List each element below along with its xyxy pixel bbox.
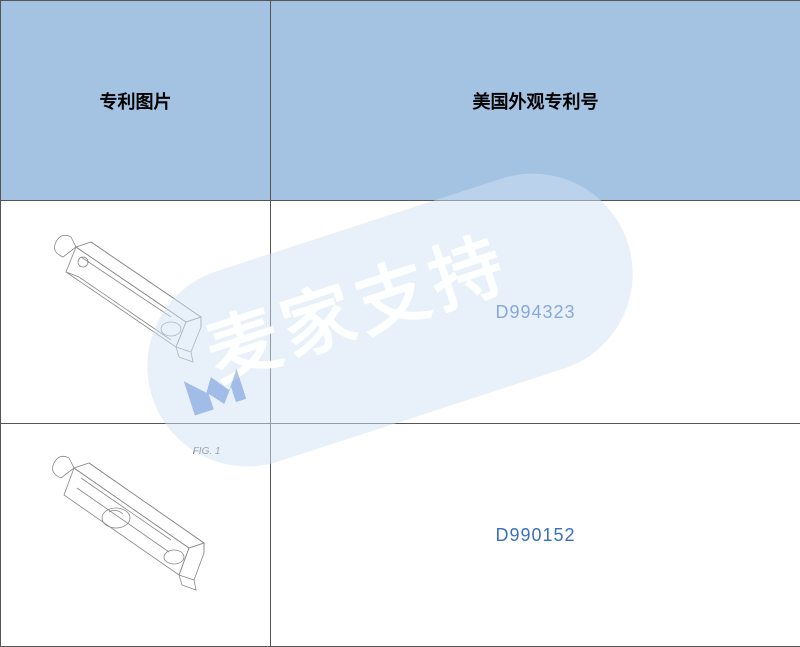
patent-drawing-0 [21,217,251,407]
patent-number-1: D990152 [495,525,575,545]
patent-number-0: D994323 [495,302,575,322]
patent-drawing-1: FIG. 1 [21,440,251,630]
col-header-image: 专利图片 [1,1,271,201]
patent-number-cell-1: D990152 [271,424,800,647]
patent-table: 专利图片 美国外观专利号 [0,0,800,647]
patent-number-cell-0: D994323 [271,201,800,424]
col-header-patentno: 美国外观专利号 [271,1,800,201]
patent-image-cell-1: FIG. 1 [1,424,271,647]
patent-image-cell-0 [1,201,271,424]
fig-label-1: FIG. 1 [193,446,221,457]
